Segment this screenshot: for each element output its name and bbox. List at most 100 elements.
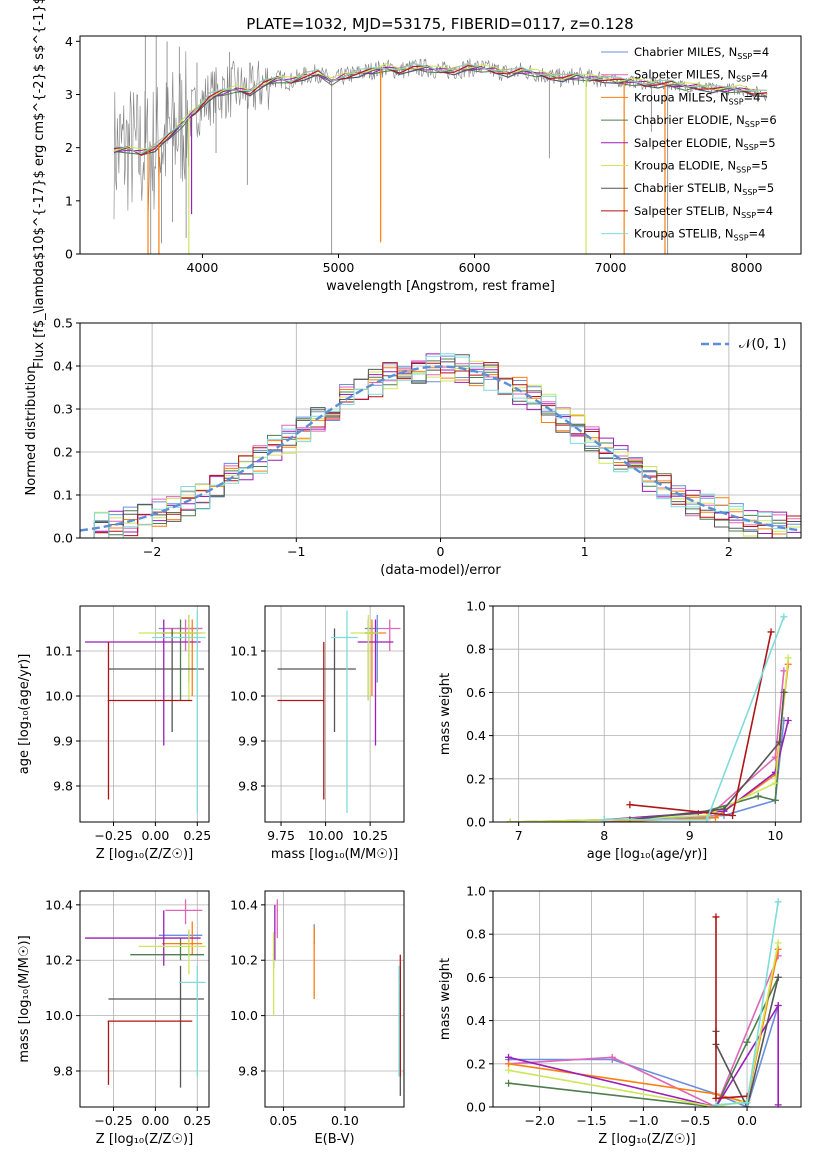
mass_vs_ebv-point xyxy=(398,981,400,984)
age_vs_Z-point xyxy=(184,627,187,630)
spectrum-xlabel: wavelength [Angstrom, rest frame] xyxy=(326,279,555,294)
age_vs_mass-ytick-label: 10.0 xyxy=(230,689,258,704)
spectrum-ytick-label: 0 xyxy=(65,247,73,262)
age_vs_Z-xtick-label: −0.25 xyxy=(94,828,132,843)
mass_vs_Z-point xyxy=(184,909,187,912)
mass_vs_Z-point xyxy=(107,1020,110,1022)
mass_vs_Z-frame xyxy=(79,890,210,1108)
mass_weight_vs_Z-ytick-label: 0.4 xyxy=(466,1013,486,1028)
residuals-ytick-label: 0.2 xyxy=(53,445,73,460)
spectrum-legend-label: Kroupa MILES, NSSP=4 xyxy=(634,90,760,106)
mass_weight_vs_Z-marker xyxy=(505,1066,513,1074)
mass_vs_ebv-ytick-label: 10.4 xyxy=(230,897,258,912)
age_vs_mass-plot-area xyxy=(277,610,401,813)
spectrum-legend-label: Salpeter MILES, NSSP=4 xyxy=(634,68,768,84)
mass_weight_vs_age-marker xyxy=(784,654,792,662)
mass_vs_Z-xtick-label: 0.25 xyxy=(183,1113,211,1128)
mass_vs_ebv-ytick-label: 9.8 xyxy=(238,1064,258,1079)
mass_weight_vs_Z-frame xyxy=(492,890,802,1108)
mass_weight_vs_Z-marker xyxy=(712,913,720,921)
mass_weight_vs_age-ytick-label: 0.4 xyxy=(466,728,486,743)
mass_vs_ebv-xtick-label: 0.10 xyxy=(331,1113,359,1128)
mass_vs_Z-ytick-label: 10.0 xyxy=(45,1008,73,1023)
mass_weight_vs_Z-ylabel: mass weight xyxy=(438,958,453,1040)
age_vs_mass-xtick-label: 10.00 xyxy=(308,828,344,843)
mass_weight_vs_Z-series-line xyxy=(508,949,779,1104)
spectrum-plot-area xyxy=(113,36,768,254)
spectrum-ytick-label: 4 xyxy=(65,34,73,49)
mass_weight_vs_age-marker xyxy=(767,628,775,636)
mass_weight_vs_Z-xtick-label: −2.0 xyxy=(524,1113,554,1128)
mass_weight_vs_Z-series-line xyxy=(508,955,779,1107)
mass_vs_ebv-point xyxy=(276,909,279,912)
spectrum-legend-label: Kroupa ELODIE, NSSP=5 xyxy=(634,159,768,175)
age_vs_Z-ytick-label: 9.9 xyxy=(53,734,73,749)
mass_weight_vs_age-marker xyxy=(780,688,788,696)
age_vs_mass-ytick-label: 9.8 xyxy=(238,779,258,794)
mass_weight_vs_age-ytick-label: 0.0 xyxy=(466,815,486,830)
mass_weight_vs_Z-marker xyxy=(712,1094,720,1102)
mass_vs_Z-plot-area xyxy=(85,899,206,1088)
spectrum-legend-label: Salpeter ELODIE, NSSP=5 xyxy=(634,136,776,152)
mass_weight_vs_age-xtick-label: 10 xyxy=(767,828,783,843)
spectrum-model-line xyxy=(113,63,768,155)
age_vs_Z-point xyxy=(196,636,199,639)
mass_weight_vs_age-marker xyxy=(771,768,779,776)
mass_weight_vs_age-marker xyxy=(720,805,728,813)
mass_weight_vs_Z-marker xyxy=(608,1053,616,1061)
residuals-histogram xyxy=(80,362,801,538)
mass_weight_vs_age-marker xyxy=(784,716,792,724)
spectrum-legend-label: Salpeter STELIB, NSSP=4 xyxy=(634,204,773,220)
mass_weight_vs_age-marker xyxy=(776,738,784,746)
age_vs_Z-frame xyxy=(79,605,210,823)
mass_weight_vs_age-series-line xyxy=(629,692,785,821)
age_vs_mass-ytick-label: 9.9 xyxy=(238,734,258,749)
spectrum-ylabel: Flux [f$_\lambda$10$^{-17}$ erg cm$^{-2}… xyxy=(32,0,47,369)
mass_vs_ebv-point xyxy=(272,959,275,962)
mass_weight_vs_Z-ytick-label: 0.8 xyxy=(466,927,486,942)
mass_weight_vs_age-ytick-label: 0.8 xyxy=(466,642,486,657)
spectrum-legend-label: Chabrier MILES, NSSP=4 xyxy=(634,45,769,61)
mass_vs_Z-ytick-label: 10.4 xyxy=(45,897,73,912)
mass_vs_ebv-frame xyxy=(264,890,405,1108)
spectrum-model-line xyxy=(113,63,768,152)
mass_vs_Z-xtick-label: −0.25 xyxy=(94,1113,132,1128)
age_vs_mass-xtick-label: 10.25 xyxy=(352,828,388,843)
mass_vs_ebv-xtick-label: 0.05 xyxy=(270,1113,298,1128)
spectrum-ytick-label: 1 xyxy=(65,193,73,208)
mass_vs_ebv-point xyxy=(274,931,276,934)
age_vs_mass-xtick-label: 9.75 xyxy=(267,828,295,843)
residuals-frame xyxy=(79,322,802,539)
spectrum-xtick-label: 6000 xyxy=(459,260,491,275)
mass_weight_vs_age-xlabel: age [log₁₀(age/yr)] xyxy=(587,847,708,862)
mass_vs_ebv-point xyxy=(399,1020,402,1022)
residuals-plot-area xyxy=(80,353,801,538)
mass_weight_vs_Z-marker xyxy=(743,1038,751,1046)
age_vs_mass-point xyxy=(376,627,379,630)
mass_weight_vs_age-marker xyxy=(600,816,608,822)
residuals-xtick-label: 2 xyxy=(725,544,733,559)
mass_weight_vs_Z-xtick-label: 0.0 xyxy=(737,1113,757,1128)
mass_weight_vs_Z-marker xyxy=(774,1001,782,1009)
age_vs_Z-ytick-label: 10.1 xyxy=(45,644,73,659)
spectrum-xtick-label: 8000 xyxy=(731,260,763,275)
mass_weight_vs_age-ytick-label: 0.6 xyxy=(466,685,486,700)
spectrum-ytick-label: 2 xyxy=(65,140,73,155)
mass_weight_vs_Z-ytick-label: 0.6 xyxy=(466,970,486,985)
mass_vs_Z-point xyxy=(179,953,182,956)
mass_vs_ebv-ytick-label: 10.0 xyxy=(230,1008,258,1023)
age_vs_mass-point xyxy=(367,632,370,634)
age_vs_Z-plot-area xyxy=(85,610,206,813)
mass_weight_vs_Z-marker xyxy=(505,1060,513,1068)
mass_vs_ebv-xlabel: E(B-V) xyxy=(314,1132,354,1147)
residuals-gaussian-line xyxy=(80,365,801,532)
mass_weight_vs_Z-xtick-label: −0.5 xyxy=(680,1113,710,1128)
mass_weight_vs_age-plot-area xyxy=(506,613,792,822)
mass_weight_vs_age-xtick-label: 8 xyxy=(600,828,608,843)
residuals-ytick-label: 0.4 xyxy=(53,359,73,374)
mass_weight_vs_age-ylabel: mass weight xyxy=(438,673,453,755)
mass_weight_vs_age-marker xyxy=(771,779,779,787)
spectrum-xtick-label: 4000 xyxy=(187,260,219,275)
residuals-ytick-label: 0.3 xyxy=(53,402,73,417)
mass_weight_vs_Z-series-line xyxy=(508,1002,779,1107)
